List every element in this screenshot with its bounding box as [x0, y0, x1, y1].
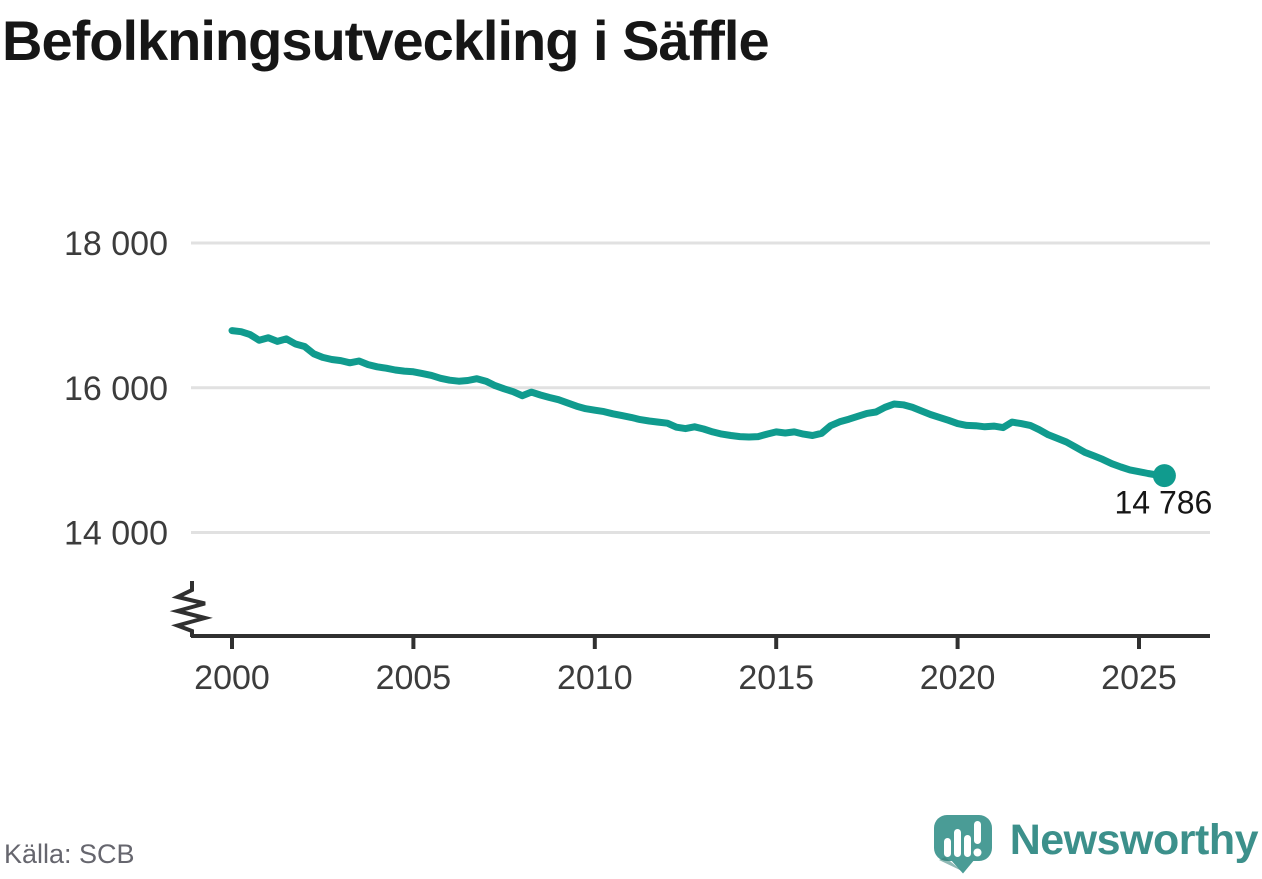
- gridlines: [191, 241, 1210, 534]
- y-tick-label: 18 000: [64, 225, 168, 263]
- chart-title: Befolkningsutveckling i Säffle: [2, 9, 770, 72]
- logo-exclamation-dot: [973, 848, 982, 857]
- newsworthy-wordmark: Newsworthy: [1009, 815, 1259, 864]
- newsworthy-logo: Newsworthy: [933, 813, 1259, 875]
- x-axis-labels: 2000 2005 2010 2015 2020 2025: [194, 659, 1177, 697]
- x-tick-label: 2000: [194, 659, 270, 697]
- axis-break-icon: [169, 581, 213, 637]
- x-tick-label: 2015: [738, 659, 814, 697]
- x-tick-label: 2010: [557, 659, 633, 697]
- logo-exclamation-bar: [973, 821, 981, 844]
- end-point-marker: [1152, 464, 1176, 488]
- end-value-label: 14 786: [1114, 485, 1212, 521]
- x-tick-label: 2005: [376, 659, 452, 697]
- data-series: 14 786: [228, 327, 1212, 521]
- logo-bar-3: [963, 835, 971, 857]
- logo-bar-2: [953, 829, 961, 857]
- x-tick-label: 2025: [1101, 659, 1177, 697]
- logo-bar-1: [943, 838, 951, 857]
- y-tick-label: 14 000: [64, 515, 168, 553]
- y-tick-label: 16 000: [64, 370, 168, 408]
- x-axis: [191, 634, 1210, 649]
- x-tick-label: 2020: [920, 659, 996, 697]
- bar-chart-speech-bubble-icon: [933, 815, 992, 874]
- y-axis-labels: 18 000 16 000 14 000: [64, 225, 168, 553]
- population-line: [228, 327, 1168, 480]
- source-label: Källa: SCB: [4, 839, 135, 869]
